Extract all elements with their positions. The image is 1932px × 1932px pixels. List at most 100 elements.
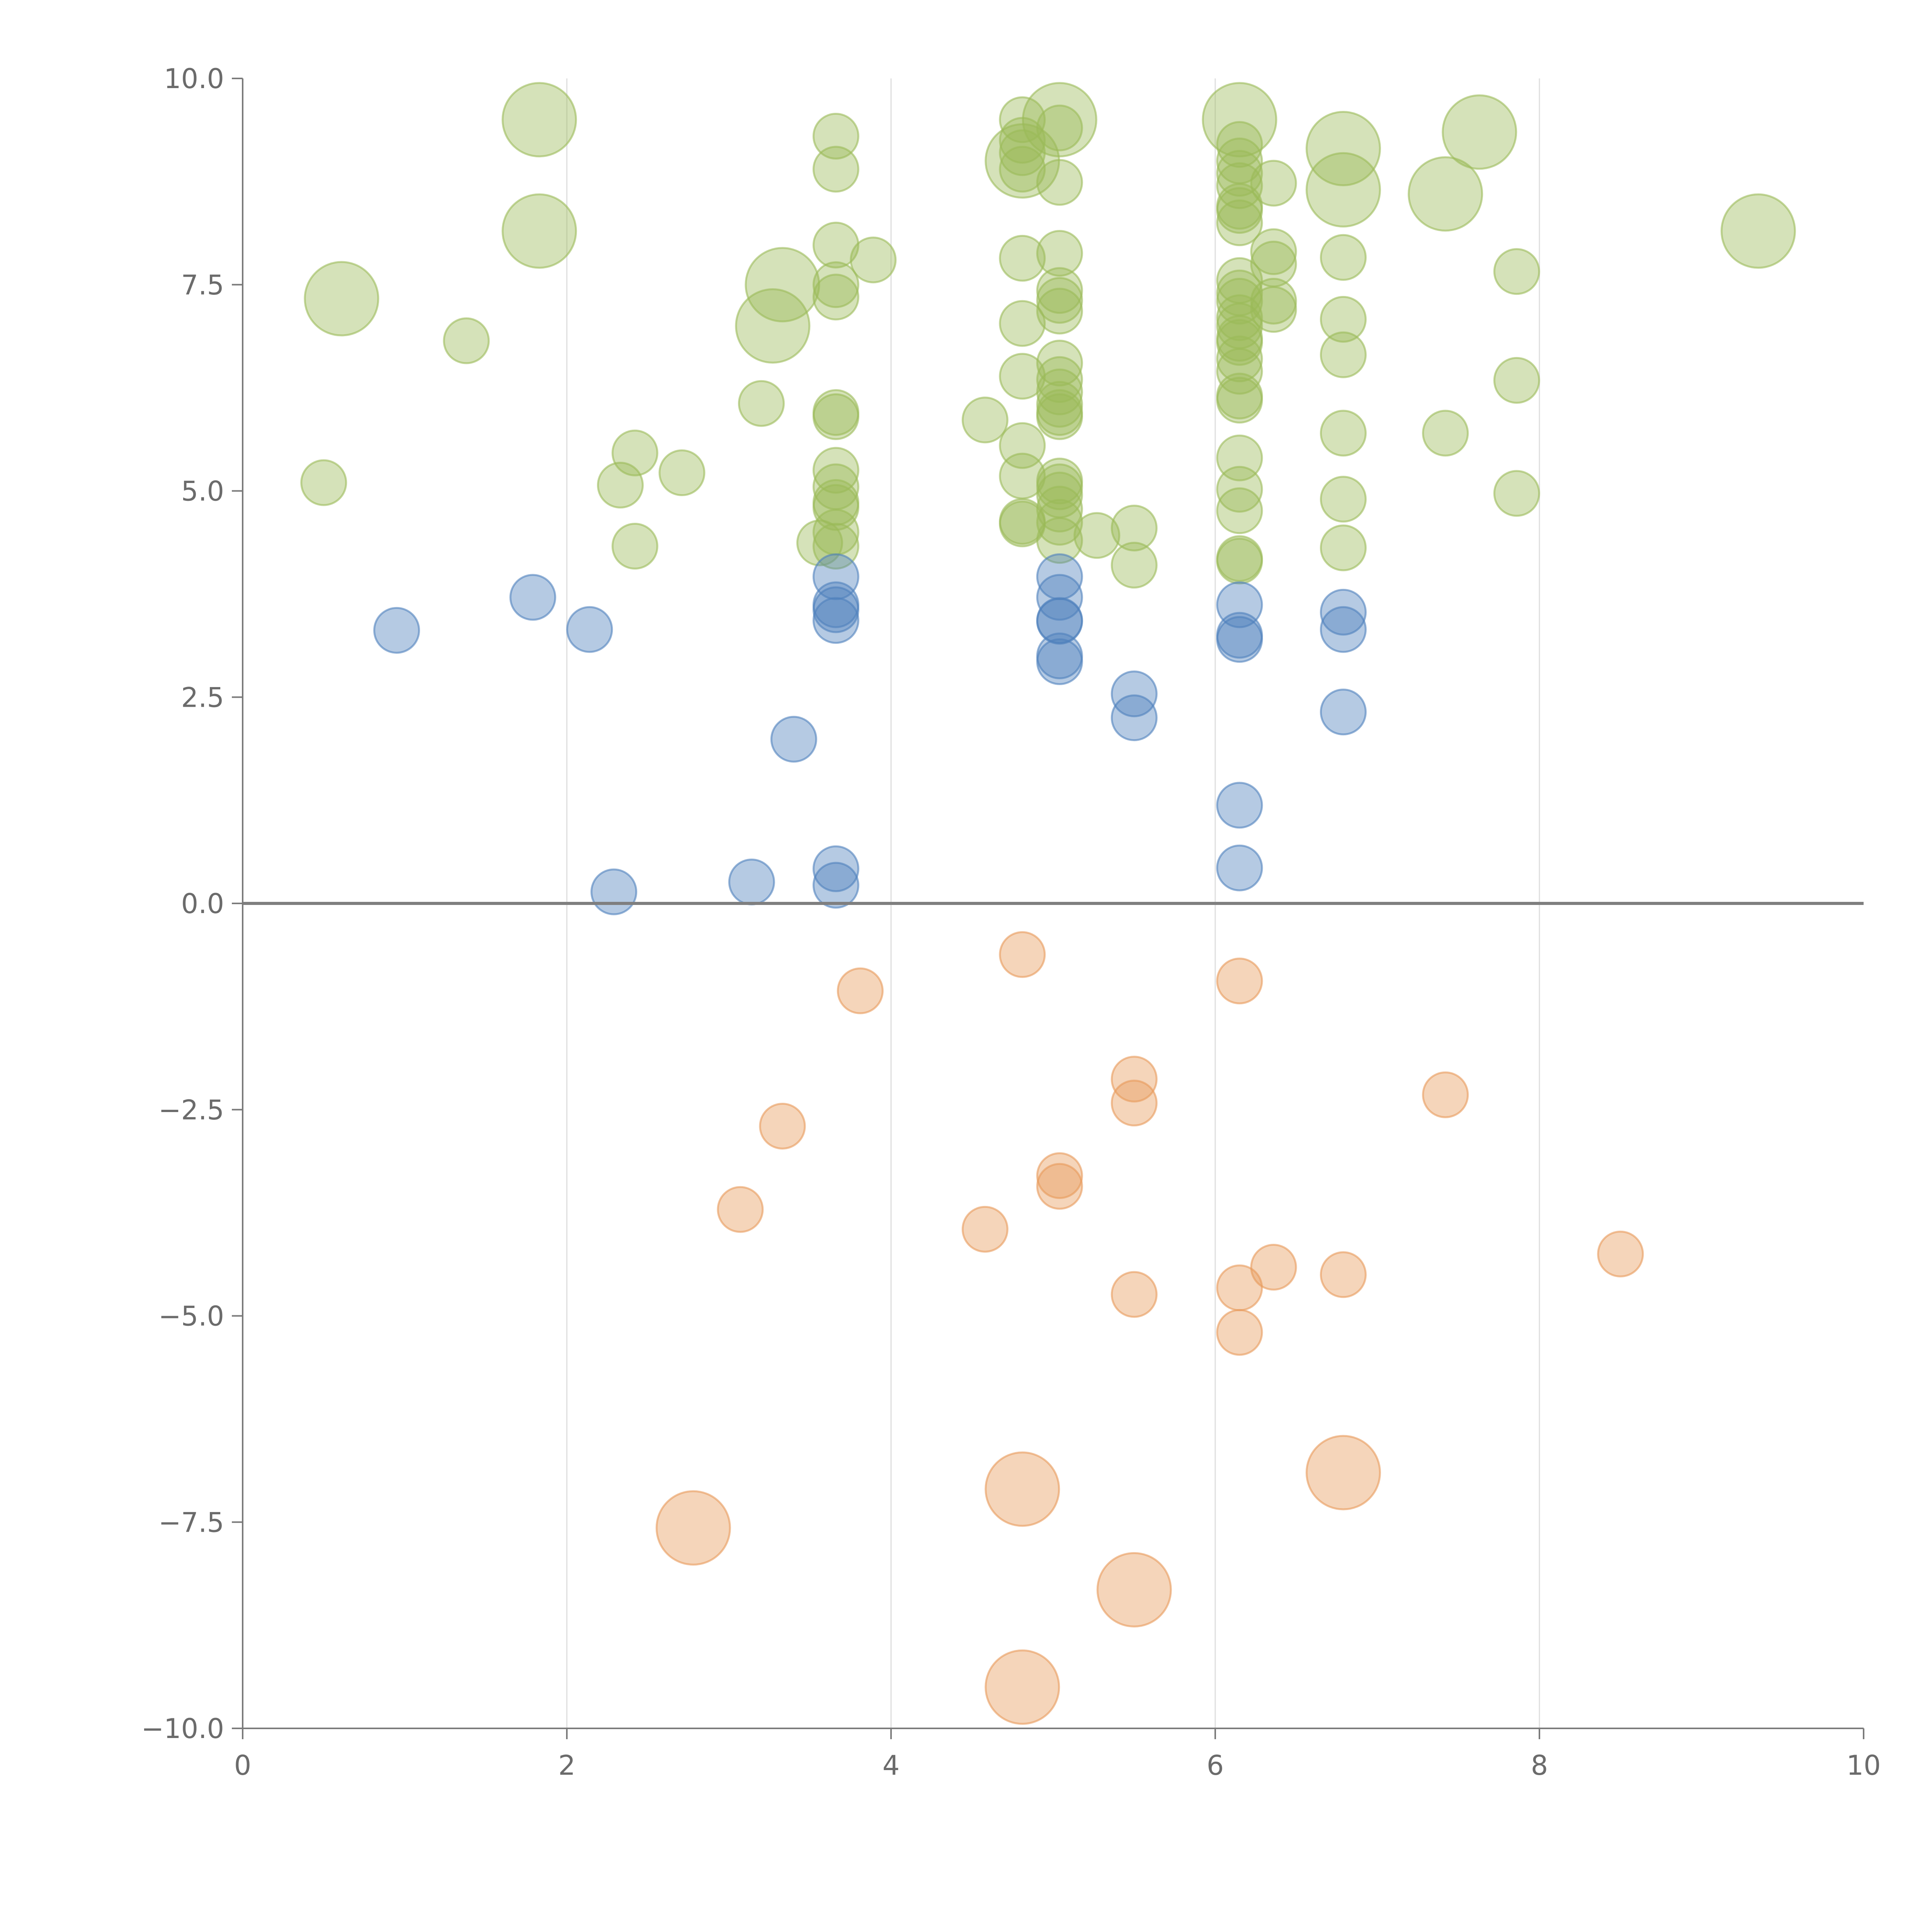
bubble-point — [961, 396, 1009, 444]
bubble-point — [304, 261, 379, 337]
bubble-point — [502, 82, 577, 158]
bubble-point — [1216, 121, 1263, 168]
bubble-point — [1320, 234, 1367, 281]
y-tick-label: 10.0 — [164, 63, 224, 95]
bubble-point — [1250, 160, 1297, 207]
x-tick-label: 4 — [883, 1750, 900, 1781]
bubble-point — [1036, 499, 1083, 546]
bubble-point — [590, 868, 638, 915]
bubble-point — [655, 1490, 731, 1566]
bubble-point — [1305, 111, 1381, 186]
bubble-point — [812, 447, 859, 494]
bubble-point — [658, 449, 706, 497]
bubble-point — [717, 1186, 764, 1233]
bubble-point — [1036, 368, 1083, 415]
bubble-point — [1320, 331, 1367, 378]
bubble-point — [770, 716, 817, 763]
bubble-point — [812, 553, 859, 600]
bubble-point — [1202, 82, 1277, 158]
bubble-point — [1036, 638, 1083, 685]
bubble-point — [1216, 348, 1263, 395]
bubble-point — [812, 597, 859, 644]
bubble-point — [961, 1206, 1009, 1253]
axes: −10.0 −7.5 −5.0 −2.5 0.0 2.5 5.0 7.5 10.0 0 2 4 6 8 10 — [141, 63, 1881, 1781]
bubble-point — [1250, 228, 1297, 275]
y-tick-label: −10.0 — [141, 1713, 224, 1745]
bubble-point — [1216, 782, 1263, 829]
bubble-point — [985, 1649, 1060, 1725]
y-tick-label: 5.0 — [181, 476, 224, 507]
bubble-point — [373, 607, 420, 654]
bubble-point — [1216, 1309, 1263, 1356]
bubble-point — [999, 235, 1046, 282]
bubble-point — [1216, 377, 1263, 424]
bubble-point — [999, 117, 1046, 164]
bubble-point — [1493, 248, 1540, 295]
bubble-point — [812, 484, 859, 531]
bubble-point — [812, 221, 859, 269]
bubble-point — [1111, 1080, 1158, 1127]
bubble-point — [1036, 1152, 1083, 1199]
bubble-point — [1320, 524, 1367, 571]
x-tick-label: 2 — [558, 1750, 576, 1781]
bubble-point — [1036, 393, 1083, 440]
bubble-point — [1408, 156, 1483, 232]
bubble-point — [1096, 1552, 1172, 1628]
bubble-point — [1320, 1251, 1367, 1298]
bubble-point — [745, 247, 820, 323]
bubble-point — [443, 317, 490, 364]
bubble-point — [611, 429, 658, 476]
bubble-point — [812, 146, 859, 193]
bubble-point — [1422, 410, 1469, 457]
bubble-point — [1493, 470, 1540, 517]
y-tick-label: 2.5 — [181, 682, 224, 713]
bubble-point — [1250, 1244, 1297, 1291]
bubble-point — [1073, 512, 1121, 559]
bubble-point — [1250, 286, 1297, 333]
bubble-point — [509, 574, 556, 621]
bubble-point — [1320, 410, 1367, 457]
bubble-point — [1320, 588, 1367, 636]
bubble-point — [1216, 537, 1263, 585]
y-tick-label: 7.5 — [181, 269, 224, 301]
bubble-point — [1036, 277, 1083, 324]
bubble-point — [611, 523, 658, 570]
bubble-point — [1216, 162, 1263, 209]
bubble-point — [812, 862, 859, 909]
bubble-point — [985, 1451, 1060, 1527]
bubble-point — [1597, 1230, 1644, 1277]
bubble-point — [999, 146, 1046, 193]
bubble-point — [1036, 356, 1083, 403]
x-tick-label: 8 — [1531, 1750, 1548, 1781]
bubble-point — [1036, 230, 1083, 277]
bubble-point — [300, 459, 347, 506]
bubble-point — [812, 112, 859, 160]
bubble-point — [1320, 476, 1367, 523]
bubble-point — [1111, 542, 1158, 589]
bubble-point — [1036, 159, 1083, 206]
bubble-point — [728, 858, 775, 905]
bubble-point — [597, 462, 644, 509]
bubble-point — [1111, 1271, 1158, 1318]
bubble-point — [1111, 505, 1158, 552]
bubble-point — [812, 845, 859, 892]
bubble-point — [1305, 1435, 1381, 1510]
y-tick-label: −5.0 — [158, 1301, 224, 1332]
bubble-point — [1216, 319, 1263, 366]
bubble-point — [1036, 267, 1083, 314]
bubble-point — [1022, 82, 1097, 158]
y-tick-label: −7.5 — [158, 1507, 224, 1538]
bubble-point — [1036, 340, 1083, 387]
bubble-point — [1216, 487, 1263, 534]
bubble-point — [1216, 616, 1263, 663]
bubble-point — [1036, 104, 1083, 151]
bubble-point — [1442, 94, 1517, 170]
bubble-point — [1320, 296, 1367, 343]
bubble-point — [1216, 187, 1263, 234]
x-tick-label: 6 — [1207, 1750, 1224, 1781]
bubble-point — [1320, 606, 1367, 653]
bubble-point — [812, 274, 859, 321]
y-tick-label: −2.5 — [158, 1094, 224, 1126]
bubble-point — [1036, 287, 1083, 335]
